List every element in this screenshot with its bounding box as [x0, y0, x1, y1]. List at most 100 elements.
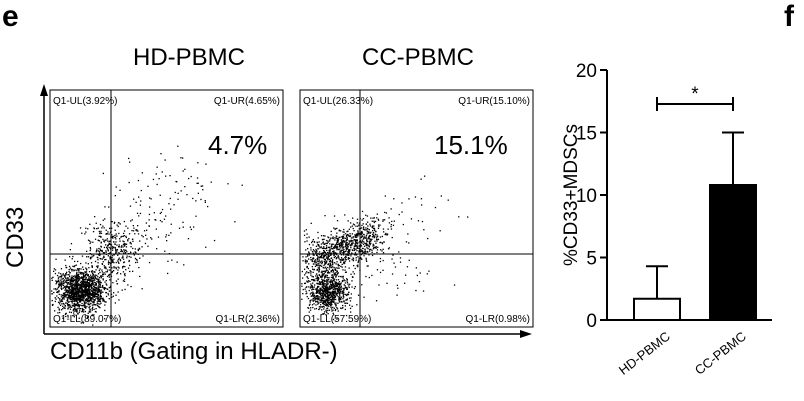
- flow-dot: [415, 289, 417, 292]
- flow-dot: [116, 283, 118, 285]
- flow-dot: [360, 227, 363, 229]
- flow-dot: [68, 265, 71, 268]
- flow-dot: [99, 223, 102, 226]
- flow-dot: [334, 239, 336, 241]
- flow-dot: [362, 218, 365, 220]
- flow-dot: [338, 283, 340, 285]
- flow-dot: [327, 277, 329, 279]
- flow-dot: [323, 246, 325, 248]
- flow-dot: [327, 304, 329, 306]
- flow-dot: [73, 303, 75, 305]
- flow-dot: [127, 267, 130, 269]
- flow-dot: [106, 284, 108, 286]
- flow-dot: [330, 284, 333, 287]
- flow-dot: [322, 283, 324, 285]
- flow-dot: [348, 297, 351, 299]
- flow-dot: [67, 295, 70, 297]
- flow-dot: [58, 290, 60, 292]
- flow-dot: [333, 256, 335, 259]
- flow-dot: [68, 286, 70, 288]
- flow-dot: [328, 303, 331, 305]
- flow-dot: [352, 237, 354, 239]
- flow-dot: [69, 306, 71, 308]
- flow-dot: [78, 291, 80, 294]
- flow-dot: [61, 284, 64, 286]
- flow-dot: [82, 294, 85, 297]
- flow-dot: [78, 306, 80, 308]
- flow-dot: [147, 185, 149, 187]
- flow-dot: [83, 305, 85, 307]
- flow-dot: [53, 288, 55, 290]
- flow-dot: [421, 220, 424, 223]
- flow-dot: [103, 272, 105, 274]
- flow-dot: [310, 272, 312, 274]
- flow-dot: [63, 281, 65, 283]
- flow-dot: [90, 283, 93, 285]
- flow-dot: [322, 292, 325, 294]
- flow-dot: [334, 298, 336, 301]
- flow-dot: [134, 233, 136, 235]
- flow-dot: [317, 299, 319, 301]
- flow-dot: [83, 290, 85, 292]
- flow-dot: [378, 225, 380, 228]
- flow-dot: [62, 287, 64, 289]
- flow-dot: [71, 270, 73, 272]
- flow-dot: [113, 262, 115, 264]
- flow-dot: [341, 266, 343, 268]
- flow-dot: [324, 243, 326, 245]
- flow-dot: [304, 259, 307, 261]
- x-category-label: HD-PBMC: [616, 329, 673, 378]
- flow-dot: [321, 292, 323, 294]
- flow-dot: [95, 289, 97, 291]
- flow-dot: [159, 194, 161, 196]
- flow-dot: [88, 311, 91, 313]
- flow-dot: [74, 288, 76, 290]
- flow-dot: [102, 257, 104, 259]
- flow-dot: [131, 219, 133, 221]
- flow-dot: [76, 298, 78, 300]
- flow-dot: [324, 263, 327, 265]
- flow-dot: [351, 233, 353, 235]
- flow-dot: [353, 249, 356, 252]
- flow-dot: [314, 296, 316, 298]
- flow-dot: [98, 306, 100, 308]
- flow-dot: [365, 236, 367, 238]
- flow-dot: [82, 272, 84, 274]
- flow-dot: [335, 243, 337, 245]
- flow-dot: [318, 283, 320, 286]
- flow-dot: [83, 301, 85, 303]
- flow-dot: [97, 306, 100, 308]
- flow-dot: [100, 236, 102, 238]
- flow-dot: [131, 229, 133, 232]
- flow-dot: [376, 234, 378, 236]
- flow-dot: [111, 227, 113, 229]
- flow-dot: [69, 289, 71, 291]
- flow-dot: [101, 269, 103, 271]
- flow-dot: [398, 213, 400, 216]
- flow-dot: [57, 306, 59, 308]
- flow-dot: [323, 251, 325, 253]
- flow-dot: [326, 282, 328, 284]
- flow-dot: [337, 284, 339, 286]
- flow-dot: [349, 235, 351, 238]
- flow-dot: [334, 288, 336, 290]
- flow-dot: [371, 249, 373, 251]
- flow-dot: [346, 287, 348, 289]
- flow-dot: [344, 285, 346, 287]
- flow-dot: [182, 221, 184, 223]
- flow-dot: [334, 285, 336, 287]
- flow-dot: [77, 297, 80, 299]
- flow-dot: [329, 291, 331, 294]
- flow-dot: [379, 271, 382, 274]
- flow-dot: [365, 244, 367, 246]
- flow-dot: [319, 287, 321, 290]
- flow-dot: [346, 230, 348, 233]
- flow-dot: [62, 302, 65, 305]
- flow-dot: [317, 291, 319, 293]
- flow-dot: [80, 296, 82, 298]
- flow-dot: [97, 262, 99, 264]
- flow-dot: [349, 307, 352, 309]
- flow-dot: [317, 252, 319, 254]
- flow-dot: [91, 297, 93, 299]
- flow-dot: [155, 219, 157, 221]
